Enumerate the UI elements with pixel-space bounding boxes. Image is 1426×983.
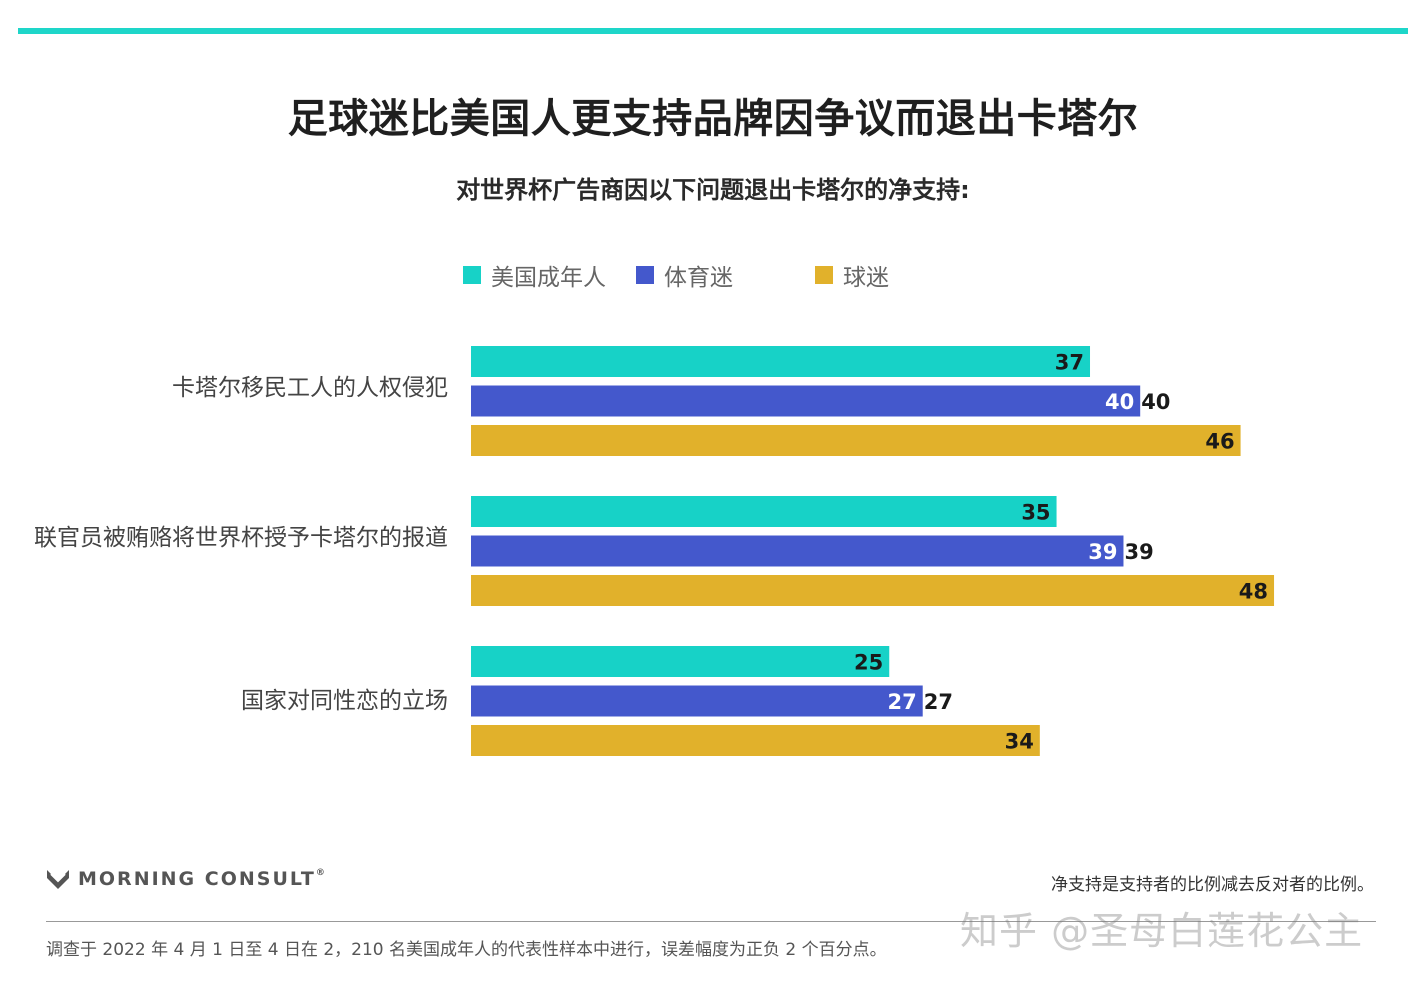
bar-value-label: 48 xyxy=(1239,580,1268,604)
footer-divider xyxy=(46,921,1376,922)
legend-label: 体育迷 xyxy=(664,265,733,291)
bar xyxy=(471,685,923,717)
legend-item-soccer-fans: 球迷 xyxy=(815,258,889,292)
category-label: 国家对同性恋的立场 xyxy=(241,688,448,714)
chart-title: 足球迷比美国人更支持品牌因争议而退出卡塔尔 xyxy=(287,96,1139,142)
bar-value-label: 37 xyxy=(1055,351,1084,375)
bar-value-label: 27 xyxy=(887,690,916,714)
bar-value-label: 25 xyxy=(854,651,883,675)
morning-consult-logo-icon xyxy=(47,870,69,889)
legend-item-sports-fans: 体育迷 xyxy=(636,258,733,292)
category-label: 卡塔尔移民工人的人权侵犯 xyxy=(172,375,448,401)
bar-value-label: 39 xyxy=(1088,540,1117,564)
bar-outside-value-label: 40 xyxy=(1141,390,1170,414)
legend-swatch xyxy=(815,266,833,284)
bar-outside-value-label: 27 xyxy=(924,690,953,714)
bar xyxy=(471,725,1040,756)
bar xyxy=(471,425,1241,456)
bar-value-label: 35 xyxy=(1021,501,1050,525)
legend-swatch xyxy=(463,266,481,284)
bar xyxy=(471,646,890,677)
brand-name: MORNING CONSULT® xyxy=(78,868,327,890)
legend-item-adults: 美国成年人 xyxy=(463,258,606,292)
category-label: 联官员被贿赂将世界杯授予卡塔尔的报道 xyxy=(34,525,448,551)
chart-subtitle: 对世界杯广告商因以下问题退出卡塔尔的净支持: xyxy=(456,176,970,204)
bar xyxy=(471,346,1091,377)
brand-logo: MORNING CONSULT® xyxy=(46,868,327,890)
legend-label: 球迷 xyxy=(843,265,889,291)
bar xyxy=(471,575,1275,606)
bar-value-label: 40 xyxy=(1105,390,1134,414)
bar-outside-value-label: 39 xyxy=(1124,540,1153,564)
watermark: 知乎 @圣母白莲花公主 xyxy=(960,909,1364,953)
bar xyxy=(471,535,1124,567)
legend-label: 美国成年人 xyxy=(491,265,606,291)
top-accent-bar xyxy=(18,28,1408,34)
bar-value-label: 34 xyxy=(1005,730,1034,754)
bar-value-label: 46 xyxy=(1205,430,1234,454)
bar xyxy=(471,496,1057,527)
survey-footnote: 调查于 2022 年 4 月 1 日至 4 日在 2，210 名美国成年人的代表… xyxy=(46,940,887,960)
bar xyxy=(471,385,1141,417)
legend-swatch xyxy=(636,266,654,284)
net-support-note: 净支持是支持者的比例减去反对者的比例。 xyxy=(1051,875,1374,895)
